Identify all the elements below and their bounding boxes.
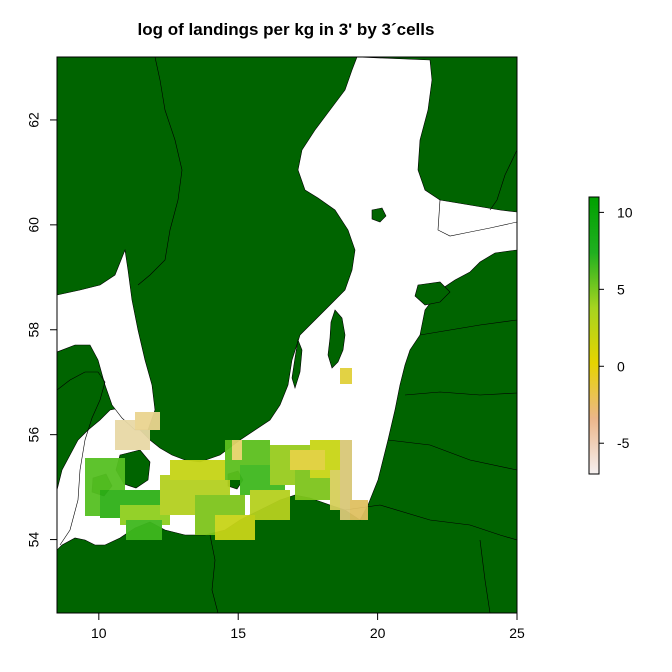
- oland-island: [291, 338, 303, 390]
- legend-tick-label: -5: [617, 435, 630, 451]
- legend-tick-label: 10: [617, 204, 633, 220]
- color-legend: 10 5 0 -5: [588, 196, 633, 475]
- legend-tick-label: 5: [617, 281, 625, 297]
- aland-island: [371, 207, 387, 223]
- x-tick-label: 15: [230, 625, 246, 641]
- y-axis: 54 56 58 60 62: [26, 112, 57, 547]
- x-axis: 10 15 20 25: [91, 613, 525, 641]
- border-se-no: [137, 57, 183, 286]
- x-tick-label: 10: [91, 625, 107, 641]
- y-tick-label: 60: [26, 217, 42, 233]
- border-southern: [209, 504, 517, 613]
- plot-frame: [56, 56, 518, 614]
- border-baltic-states: [387, 319, 517, 471]
- x-tick-label: 25: [509, 625, 525, 641]
- x-tick-label: 20: [370, 625, 386, 641]
- baltic-sea: [57, 57, 517, 551]
- legend-colorbar: [588, 196, 600, 475]
- legend-ticks: 10 5 0 -5: [599, 204, 633, 451]
- y-tick-label: 56: [26, 427, 42, 443]
- jutland-coast: [57, 371, 106, 546]
- y-tick-label: 62: [26, 112, 42, 128]
- landings-raster: [85, 368, 368, 540]
- map-title: log of landings per kg in 3' by 3´cells: [137, 20, 435, 39]
- border-fi-ru: [489, 149, 517, 211]
- y-tick-label: 54: [26, 532, 42, 548]
- saaremaa-island: [414, 281, 451, 306]
- y-tick-label: 58: [26, 322, 42, 338]
- gulf-of-finland: [437, 199, 517, 237]
- kattegat: [57, 248, 156, 431]
- gotland-island: [327, 309, 346, 369]
- legend-tick-label: 0: [617, 358, 625, 374]
